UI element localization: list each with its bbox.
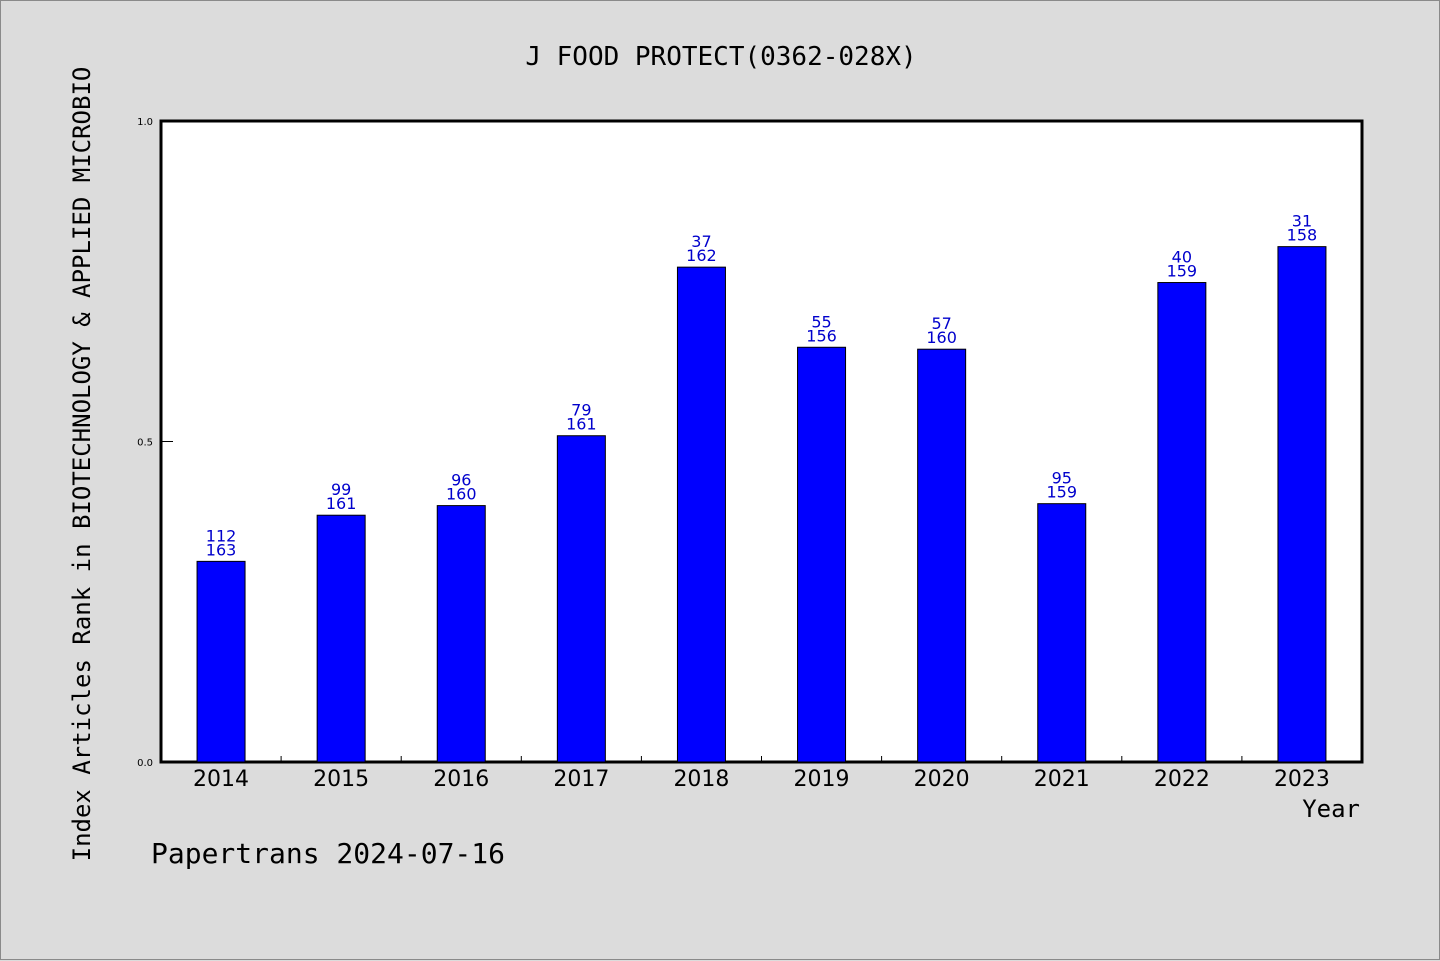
bar-2017 (556, 435, 606, 763)
footer-credit: Papertrans 2024-07-16 (151, 837, 505, 870)
data-labels: 1121639916196160791613716255156571609515… (206, 212, 1317, 560)
y-tick-label: 1.0 (137, 117, 153, 128)
total-label: 161 (566, 415, 597, 434)
x-tick-label: 2023 (1274, 767, 1330, 792)
total-label: 161 (326, 494, 357, 513)
y-tick-label: 0.0 (137, 758, 153, 769)
rank-label: 57 (931, 314, 951, 333)
bar-2019 (797, 346, 847, 763)
bar-2018 (676, 266, 726, 763)
total-label: 156 (806, 326, 837, 345)
rank-label: 55 (811, 312, 831, 331)
total-label: 159 (1046, 483, 1077, 502)
total-label: 160 (926, 328, 957, 347)
x-axis-title: Year (1302, 795, 1360, 823)
x-tick-label: 2016 (433, 767, 489, 792)
x-tick-label: 2017 (553, 767, 609, 792)
total-label: 163 (206, 540, 237, 559)
rank-label: 99 (331, 480, 351, 499)
bar-series (196, 246, 1327, 763)
bar-2022 (1157, 282, 1207, 763)
rank-label: 40 (1172, 248, 1192, 267)
rank-label: 96 (451, 471, 471, 490)
rank-label: 95 (1052, 469, 1072, 488)
bar-2020 (917, 348, 967, 763)
x-tick-label: 2022 (1154, 767, 1210, 792)
x-tick-label: 2014 (193, 767, 249, 792)
bar-2021 (1037, 503, 1087, 763)
total-label: 160 (446, 485, 477, 504)
x-tick-label: 2019 (794, 767, 850, 792)
x-tick-label: 2020 (914, 767, 970, 792)
total-label: 158 (1287, 226, 1318, 245)
y-axis-title: Index Articles Rank in BIOTECHNOLOGY & A… (68, 67, 96, 862)
bar-2014 (196, 560, 246, 763)
y-axis: 0.0 0.5 1.0 (137, 117, 173, 769)
x-tick-label: 2018 (673, 767, 729, 792)
total-label: 162 (686, 246, 717, 265)
y-tick-label: 0.5 (137, 438, 153, 449)
rank-label: 112 (206, 526, 237, 545)
rank-label: 79 (571, 401, 591, 420)
x-axis: 2014 2015 2016 2017 2018 2019 2020 2021 2022 2023 (193, 756, 1330, 792)
chart-title: J FOOD PROTECT(0362-028X) (525, 42, 916, 72)
bar-2015 (316, 514, 366, 763)
rank-label: 37 (691, 232, 711, 251)
bar-2016 (436, 505, 486, 763)
rank-label: 31 (1292, 212, 1312, 231)
total-label: 159 (1167, 262, 1198, 281)
x-tick-label: 2021 (1034, 767, 1090, 792)
bar-2023 (1277, 246, 1327, 763)
x-tick-label: 2015 (313, 767, 369, 792)
